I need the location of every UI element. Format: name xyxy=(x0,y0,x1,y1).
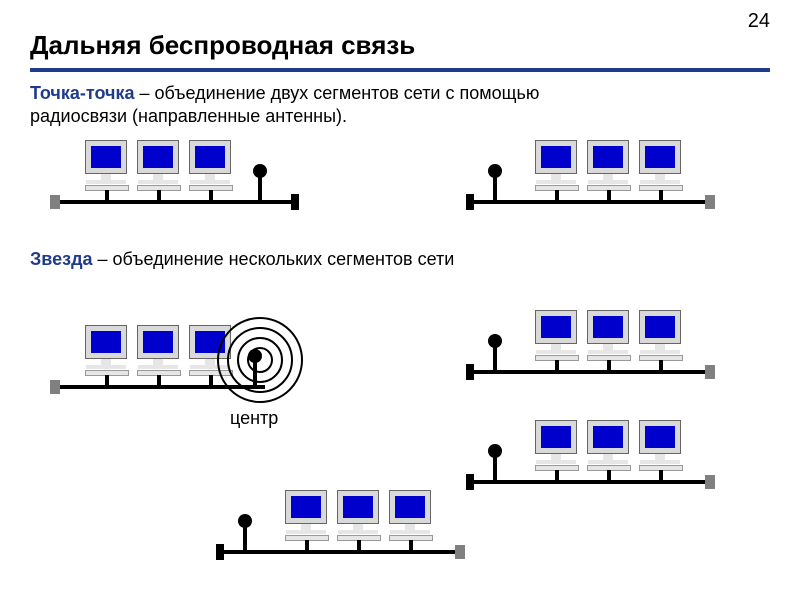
cable xyxy=(470,370,705,374)
antenna-ball-icon xyxy=(238,514,252,528)
drop-cable xyxy=(659,360,663,370)
computer-icon xyxy=(587,140,629,191)
drop-cable xyxy=(157,190,161,200)
cable-terminator xyxy=(466,194,474,210)
drop-cable xyxy=(607,360,611,370)
computer-icon xyxy=(535,420,577,471)
computer-icon xyxy=(285,490,327,541)
cable-terminator xyxy=(216,544,224,560)
antenna-ball-icon xyxy=(488,164,502,178)
drop-cable xyxy=(105,190,109,200)
cable xyxy=(470,200,705,204)
computer-icon xyxy=(639,140,681,191)
drop-cable xyxy=(105,375,109,385)
drop-cable xyxy=(555,190,559,200)
paragraph-star: Звезда – объединение нескольких сегменто… xyxy=(30,248,630,271)
computer-icon xyxy=(639,420,681,471)
segment-bottom xyxy=(220,490,455,560)
antenna-ball-icon xyxy=(253,164,267,178)
radio-waves-icon xyxy=(215,315,305,405)
term-star: Звезда xyxy=(30,249,93,269)
cable-endcap xyxy=(455,545,465,559)
computer-icon xyxy=(85,325,127,376)
paragraph-point-to-point: Точка-точка – объединение двух сегментов… xyxy=(30,82,590,129)
computer-icon xyxy=(389,490,431,541)
cable-terminator xyxy=(466,474,474,490)
computer-icon xyxy=(189,140,231,191)
drop-cable xyxy=(209,375,213,385)
drop-cable xyxy=(659,190,663,200)
segment-mid-right xyxy=(470,310,705,380)
drop-cable xyxy=(607,470,611,480)
computer-icon xyxy=(337,490,379,541)
cable xyxy=(220,550,455,554)
drop-cable xyxy=(157,375,161,385)
antenna-icon xyxy=(258,176,262,202)
computer-icon xyxy=(535,310,577,361)
segment-top-left xyxy=(60,140,295,210)
drop-cable xyxy=(209,190,213,200)
term-point-to-point: Точка-точка xyxy=(30,83,134,103)
computer-icon xyxy=(137,325,179,376)
drop-cable xyxy=(305,540,309,550)
drop-cable xyxy=(555,470,559,480)
cable-endcap xyxy=(705,195,715,209)
title-underline xyxy=(30,68,770,72)
computer-icon xyxy=(639,310,681,361)
drop-cable xyxy=(555,360,559,370)
antenna-ball-icon xyxy=(488,444,502,458)
segment-top-right xyxy=(470,140,705,210)
p2-text: – объединение нескольких сегментов сети xyxy=(93,249,455,269)
cable-endcap xyxy=(50,380,60,394)
cable xyxy=(470,480,705,484)
computer-icon xyxy=(137,140,179,191)
drop-cable xyxy=(607,190,611,200)
antenna-icon xyxy=(493,346,497,372)
drop-cable xyxy=(409,540,413,550)
drop-cable xyxy=(659,470,663,480)
antenna-icon xyxy=(493,456,497,482)
center-label: центр xyxy=(230,408,278,429)
computer-icon xyxy=(535,140,577,191)
antenna-icon xyxy=(243,526,247,552)
segment-bot-right xyxy=(470,420,705,490)
antenna-ball-icon xyxy=(488,334,502,348)
computer-icon xyxy=(587,310,629,361)
cable-terminator xyxy=(291,194,299,210)
drop-cable xyxy=(357,540,361,550)
cable-terminator xyxy=(466,364,474,380)
cable-endcap xyxy=(50,195,60,209)
computer-icon xyxy=(85,140,127,191)
slide-title: Дальняя беспроводная связь xyxy=(30,30,415,61)
cable-endcap xyxy=(705,475,715,489)
cable-endcap xyxy=(705,365,715,379)
page-number: 24 xyxy=(748,10,770,33)
antenna-icon xyxy=(493,176,497,202)
computer-icon xyxy=(587,420,629,471)
